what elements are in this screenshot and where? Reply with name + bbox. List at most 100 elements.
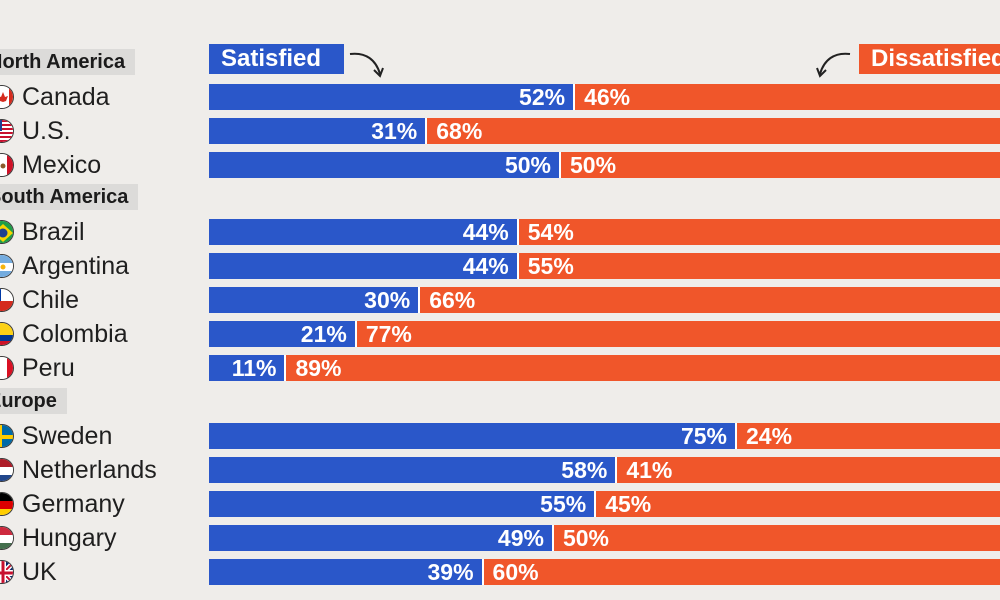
bar-track: 39% 60% [209, 559, 1000, 585]
region-header-south-america: South America [0, 184, 139, 210]
colombia-flag-icon [0, 322, 14, 346]
sweden-flag-icon [0, 424, 14, 448]
country-label: Brazil [22, 218, 85, 246]
dissatisfied-bar-u-s [427, 118, 1000, 144]
us-flag-icon [0, 119, 14, 143]
dissatisfied-bar-argentina [518, 253, 1000, 279]
bar-track: 21% 77% [209, 321, 1000, 347]
satisfied-value-argentina: 44% [462, 253, 509, 279]
argentina-flag-icon [0, 254, 14, 278]
satisfied-bar-u-s [209, 118, 428, 144]
country-row-germany: Germany 55% 45% [0, 489, 1000, 519]
bar-track: 30% 66% [209, 287, 1000, 313]
satisfied-bar-colombia [209, 321, 357, 347]
country-row-sweden: Sweden 75% 24% [0, 421, 1000, 451]
dissatisfied-value-hungary: 50% [562, 525, 609, 551]
dissatisfied-bar-chile [420, 287, 1000, 313]
dissatisfied-bar-germany [596, 491, 1000, 517]
country-label: Hungary [22, 524, 117, 552]
brazil-flag-icon [0, 220, 14, 244]
dissatisfied-value-canada: 46% [584, 84, 631, 110]
satisfied-value-canada: 52% [519, 84, 566, 110]
dissatisfied-bar-hungary [553, 525, 1000, 551]
country-label: Colombia [22, 320, 128, 348]
satisfied-value-colombia: 21% [300, 321, 347, 347]
satisfied-value-hungary: 49% [497, 525, 544, 551]
dissatisfied-value-netherlands: 41% [626, 457, 673, 483]
bar-track: 50% 50% [209, 152, 1000, 178]
country-label: Chile [22, 286, 79, 314]
country-row-u-s: U.S. 31% 68% [0, 116, 1000, 146]
satisfied-value-mexico: 50% [504, 152, 551, 178]
satisfied-bar-germany [209, 491, 597, 517]
satisfied-value-uk: 39% [427, 559, 474, 585]
country-label: Peru [22, 354, 75, 382]
satisfied-bar-netherlands [209, 457, 618, 483]
dissatisfied-bar-mexico [561, 152, 1000, 178]
satisfied-value-sweden: 75% [680, 423, 727, 449]
satisfied-bar-peru [209, 355, 287, 381]
satisfied-bar-chile [209, 287, 421, 313]
bar-track: 58% 41% [209, 457, 1000, 483]
legend-satisfied: Satisfied [209, 44, 344, 74]
satisfied-bar-canada [209, 84, 576, 110]
satisfied-value-germany: 55% [540, 491, 587, 517]
dissatisfied-value-brazil: 54% [527, 219, 574, 245]
dissatisfied-value-argentina: 55% [527, 253, 574, 279]
dissatisfied-bar-uk [483, 559, 1000, 585]
dissatisfied-value-peru: 89% [295, 355, 342, 381]
country-row-chile: Chile 30% 66% [0, 285, 1000, 315]
dissatisfied-bar-netherlands [617, 457, 1000, 483]
country-row-brazil: Brazil 44% 54% [0, 217, 1000, 247]
dissatisfied-value-sweden: 24% [746, 423, 793, 449]
bar-track: 52% 46% [209, 84, 1000, 110]
satisfied-value-netherlands: 58% [561, 457, 608, 483]
country-row-mexico: Mexico 50% 50% [0, 150, 1000, 180]
dissatisfied-value-mexico: 50% [570, 152, 617, 178]
region-header-north-america: North America [0, 49, 136, 75]
satisfied-bar-mexico [209, 152, 561, 178]
uk-flag-icon [0, 560, 14, 584]
bar-track: 44% 54% [209, 219, 1000, 245]
dissatisfied-bar-colombia [356, 321, 1000, 347]
dissatisfied-value-uk: 60% [492, 559, 539, 585]
country-label: UK [22, 558, 57, 586]
country-row-netherlands: Netherlands 58% 41% [0, 455, 1000, 485]
dissatisfied-bar-sweden [737, 423, 1000, 449]
satisfied-bar-argentina [209, 253, 519, 279]
netherlands-flag-icon [0, 458, 14, 482]
satisfied-bar-sweden [209, 423, 737, 449]
country-row-peru: Peru 11% 89% [0, 353, 1000, 383]
legend-dissatisfied: Dissatisfied [859, 44, 1000, 74]
bar-track: 31% 68% [209, 118, 1000, 144]
country-row-argentina: Argentina 44% 55% [0, 251, 1000, 281]
dissatisfied-value-chile: 66% [429, 287, 476, 313]
country-label: U.S. [22, 117, 71, 145]
canada-flag-icon [0, 85, 14, 109]
satisfied-value-chile: 30% [364, 287, 411, 313]
bar-track: 44% 55% [209, 253, 1000, 279]
bar-track: 75% 24% [209, 423, 1000, 449]
dissatisfied-value-germany: 45% [605, 491, 652, 517]
dissatisfied-arrow-icon [816, 52, 851, 78]
country-row-colombia: Colombia 21% 77% [0, 319, 1000, 349]
germany-flag-icon [0, 492, 14, 516]
bar-track: 55% 45% [209, 491, 1000, 517]
satisfied-bar-brazil [209, 219, 519, 245]
dissatisfied-value-colombia: 77% [365, 321, 412, 347]
country-row-uk: UK 39% 60% [0, 557, 1000, 587]
region-header-europe: Europe [0, 388, 67, 414]
country-row-hungary: Hungary 49% 50% [0, 523, 1000, 553]
dissatisfied-bar-brazil [518, 219, 1000, 245]
chile-flag-icon [0, 288, 14, 312]
dissatisfied-value-u-s: 68% [436, 118, 483, 144]
country-label: Germany [22, 490, 125, 518]
country-label: Sweden [22, 422, 113, 450]
satisfied-value-u-s: 31% [371, 118, 418, 144]
satisfied-bar-hungary [209, 525, 554, 551]
country-label: Canada [22, 83, 110, 111]
dissatisfied-bar-canada [575, 84, 1000, 110]
satisfied-value-brazil: 44% [462, 219, 509, 245]
country-label: Mexico [22, 151, 102, 179]
